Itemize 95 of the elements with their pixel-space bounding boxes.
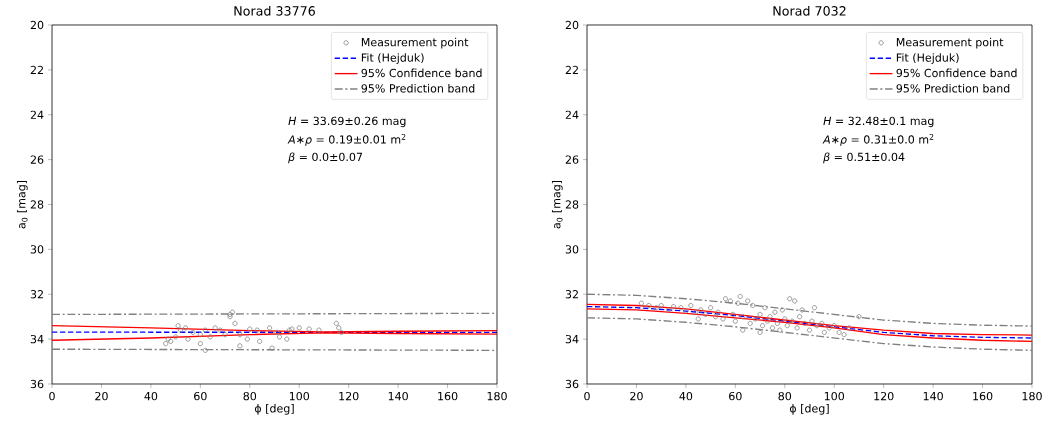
annotation: A∗ρ = 0.19±0.01 m$^{2}$ [287,133,406,146]
legend-label: Measurement point [361,37,469,49]
point [182,325,189,331]
y-tick-label: 34 [565,334,579,344]
point [173,334,179,340]
y-tick-label: 30 [565,245,579,254]
y-tick-label: 32 [565,290,578,299]
point [296,325,302,331]
y-tick-label: 34 [30,334,44,344]
y-tick-label: 20 [565,20,579,30]
y-tick-label: 28 [30,200,44,209]
y-tick-label: 26 [30,155,44,164]
x-tick-label: 40 [144,391,158,401]
x-tick-label: 180 [487,391,507,401]
x-tick-label: 60 [194,391,207,401]
point [333,320,339,326]
x-tick-label: 140 [388,391,408,401]
annotation: A∗ρ = 0.31±0.0 m$^{2}$ [822,133,934,146]
y-tick-label: 20 [30,20,44,30]
point [237,332,243,338]
x-axis-title: ϕ [deg] [254,403,294,415]
point [274,329,280,335]
x-tick-label: 120 [339,391,359,401]
point [168,338,174,344]
y-tick-label: 36 [30,379,44,389]
x-tick-label: 80 [243,391,257,401]
legend-label: 95% Confidence band [896,68,1017,78]
point [190,329,196,335]
annotation: β = 0.0±0.07 [288,152,363,164]
point [237,343,243,349]
point [175,323,181,329]
x-tick-label: 20 [630,391,643,401]
point [197,332,203,338]
legend-label: Measurement point [896,37,1004,49]
point [306,326,312,332]
y-axis-title: a$_{0}$ [mag] [551,180,563,229]
x-tick-label: 180 [1022,391,1042,401]
point [247,326,253,332]
x-tick-label: 100 [824,391,845,401]
chart-title: Norad 33776 [234,5,315,16]
y-tick-label: 32 [30,290,43,299]
x-tick-label: 60 [729,391,742,401]
x-tick-label: 160 [438,391,458,401]
x-tick-label: 0 [49,391,55,401]
point [178,327,184,333]
y-tick-label: 24 [565,110,579,119]
legend-label: 95% Prediction band [361,83,475,93]
point [202,347,208,353]
point [284,336,290,342]
y-tick-label: 36 [565,379,579,389]
point [338,329,344,335]
x-tick-label: 140 [923,391,943,401]
x-tick-label: 100 [289,391,310,401]
chart-title: Norad 7032 [773,5,846,16]
point [222,332,228,338]
point [316,327,322,333]
point [286,327,292,333]
point [269,345,275,351]
point [202,327,208,333]
y-axis-title: a$_{0}$ [mag] [16,180,28,229]
y-tick-label: 22 [565,65,578,74]
point [289,326,295,332]
legend-label: 95% Confidence band [361,68,482,78]
point [276,334,282,340]
y-tick-label: 24 [30,110,44,119]
point [217,327,223,333]
x-tick-label: 120 [874,391,894,401]
legend-label: 95% Prediction band [896,83,1010,93]
point [244,336,250,342]
point [207,334,213,340]
point [257,338,263,344]
y-tick-label: 30 [30,245,44,254]
legend-label: Fit (Hejduk) [361,53,424,64]
point [254,327,260,333]
point [267,325,273,331]
x-tick-label: 40 [679,391,693,401]
y-tick-label: 28 [565,200,579,209]
point [212,325,218,331]
point [163,341,169,347]
x-tick-label: 20 [95,391,108,401]
point [336,325,342,331]
annotation: H = 33.69±0.26 mag [288,116,406,128]
annotation: β = 0.51±0.04 [823,152,905,164]
point [185,336,191,342]
annotation: H = 32.48±0.1 mag [823,116,934,128]
point [197,341,203,347]
x-tick-label: 160 [973,391,993,401]
legend-label: Fit (Hejduk) [896,53,959,64]
x-axis-title: ϕ [deg] [789,403,829,415]
x-tick-label: 80 [778,391,792,401]
y-tick-label: 22 [30,65,43,74]
x-tick-label: 0 [584,391,590,401]
y-tick-label: 26 [565,155,579,164]
point [165,336,171,342]
point [232,320,238,326]
